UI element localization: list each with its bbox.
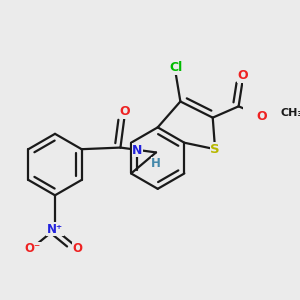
Text: O: O (256, 110, 267, 122)
Text: S: S (210, 143, 220, 156)
Text: O: O (119, 106, 130, 118)
Text: N: N (132, 143, 143, 157)
Text: Cl: Cl (169, 61, 182, 74)
Text: O: O (73, 242, 82, 255)
Text: CH₃: CH₃ (281, 108, 300, 118)
Text: O⁻: O⁻ (24, 242, 40, 255)
Text: H: H (151, 157, 161, 170)
Text: N⁺: N⁺ (47, 223, 63, 236)
Text: O: O (237, 69, 248, 82)
